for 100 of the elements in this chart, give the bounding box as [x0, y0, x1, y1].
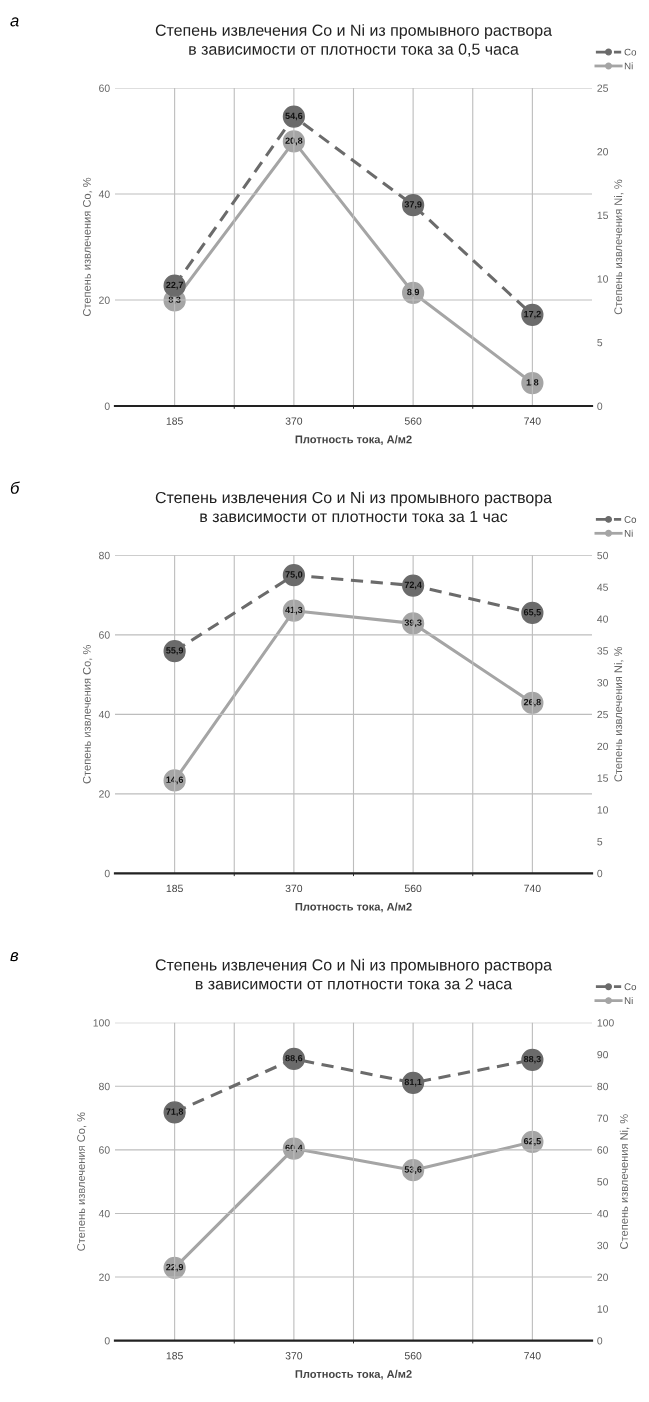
y-tick-label: 0 [104, 869, 110, 878]
legend-label: Ni [624, 529, 633, 537]
data-label: 1,8 [526, 379, 539, 387]
y-tick-label: 40 [98, 710, 110, 719]
y2-tick-label: 20 [597, 742, 609, 751]
data-label: 22,9 [166, 1263, 184, 1272]
y2-axis-title: Степень извлечения Ni, % [619, 1114, 630, 1249]
data-label: 81,1 [404, 1078, 422, 1087]
data-label: 41,3 [285, 606, 303, 615]
data-label: 55,9 [166, 647, 184, 655]
x-axis-title: Плотность тока, А/м2 [295, 902, 412, 913]
x-tick-label: 370 [285, 417, 303, 425]
legend-label: Ni [624, 996, 633, 1005]
y2-tick-label: 15 [597, 774, 609, 782]
y-tick-label: 20 [99, 296, 110, 304]
x-tick-label: 370 [285, 1352, 303, 1360]
data-label: 72,4 [404, 581, 422, 590]
y2-tick-label: 25 [597, 710, 609, 719]
y-axis-title: Степень извлечения Co, % [82, 177, 93, 317]
x-axis-title: Плотность тока, А/м2 [295, 435, 412, 445]
data-label: 17,2 [524, 310, 541, 319]
y-axis-title: Степень извлечения Co, % [77, 1112, 87, 1251]
y2-axis-title: Степень извлечения Ni, % [614, 646, 624, 782]
x-tick-label: 560 [404, 884, 422, 893]
chart-title: Степень извлечения Co и Ni из промывного раствора в зависимости от плотности тока за 0,5 часа [155, 24, 553, 57]
y2-tick-label: 0 [597, 869, 603, 878]
x-tick-label: 370 [285, 884, 303, 893]
y-tick-label: 100 [93, 1019, 110, 1027]
x-axis-title: Плотность тока, А/м2 [295, 1369, 412, 1380]
y2-tick-label: 50 [597, 1178, 609, 1186]
data-label: 22,7 [166, 281, 184, 290]
legend-label: Ni [624, 62, 633, 70]
data-label: 54,6 [285, 112, 303, 121]
legend-label: Co [624, 48, 637, 56]
y2-tick-label: 30 [597, 679, 609, 687]
y-tick-label: 60 [99, 1146, 110, 1154]
y2-tick-label: 40 [597, 615, 609, 623]
data-label: 37,9 [404, 201, 422, 209]
y-axis-title: Степень извлечения Co, % [82, 645, 93, 784]
y2-tick-label: 0 [597, 1337, 603, 1345]
y-tick-label: 40 [98, 1209, 110, 1218]
y2-tick-label: 35 [597, 647, 609, 655]
x-tick-label: 560 [404, 417, 422, 425]
legend-label: Co [624, 515, 637, 523]
chart-title: Степень извлечения Co и Ni из промывного раствора в зависимости от плотности тока за 2 часа [155, 958, 553, 990]
y2-tick-label: 20 [597, 1273, 609, 1281]
y2-tick-label: 10 [597, 1305, 609, 1313]
y-tick-label: 0 [104, 402, 110, 410]
x-tick-label: 740 [524, 1352, 541, 1360]
y2-tick-label: 70 [597, 1114, 609, 1122]
x-tick-label: 560 [404, 1352, 422, 1360]
data-label: 14,6 [166, 776, 184, 785]
text: а [10, 17, 19, 27]
data-label: 62,5 [523, 1137, 541, 1146]
y2-axis-title: Степень извлечения Ni, % [614, 179, 624, 315]
data-label: 53,6 [404, 1166, 422, 1174]
y2-tick-label: 0 [597, 402, 603, 410]
y-tick-label: 60 [99, 84, 110, 92]
y2-tick-label: 60 [597, 1146, 609, 1154]
data-label: 26,8 [523, 698, 541, 707]
data-label: 71,8 [166, 1108, 184, 1117]
chart-title: Степень извлечения Co и Ni из промывного раствора в зависимости от плотности тока за 1 час [155, 491, 553, 523]
y2-tick-label: 5 [597, 838, 603, 846]
text: в [10, 952, 19, 962]
data-label: 65,5 [523, 609, 541, 617]
data-label: 8,3 [168, 296, 181, 305]
legend-label: Co [624, 983, 637, 991]
data-label: 39,3 [404, 619, 422, 628]
y2-tick-label: 10 [597, 806, 609, 814]
y-tick-label: 40 [98, 190, 110, 198]
x-tick-label: 185 [166, 1352, 183, 1360]
y2-tick-label: 15 [597, 211, 609, 220]
y-tick-label: 80 [99, 1082, 110, 1091]
data-label: 8,9 [407, 288, 420, 297]
y2-tick-label: 20 [597, 148, 609, 156]
y-tick-label: 80 [99, 551, 110, 560]
y2-tick-label: 50 [597, 551, 609, 560]
x-tick-label: 740 [524, 417, 541, 425]
data-label: 60,4 [285, 1144, 303, 1153]
y2-tick-label: 100 [597, 1019, 614, 1027]
y2-tick-label: 10 [597, 275, 609, 283]
x-tick-label: 185 [166, 417, 183, 425]
y-tick-label: 0 [104, 1337, 110, 1345]
y-tick-label: 60 [99, 631, 110, 639]
data-label: 88,6 [285, 1054, 303, 1063]
data-label: 88,3 [523, 1055, 541, 1064]
x-tick-label: 740 [524, 884, 541, 893]
y2-tick-label: 25 [597, 84, 609, 92]
y2-tick-label: 80 [597, 1082, 609, 1091]
data-label: 75,0 [285, 571, 303, 579]
text: б [10, 481, 20, 494]
y-tick-label: 20 [99, 790, 110, 798]
y2-tick-label: 5 [597, 339, 603, 347]
y-tick-label: 20 [99, 1273, 110, 1281]
y2-tick-label: 40 [597, 1209, 609, 1218]
y2-tick-label: 90 [597, 1050, 609, 1059]
y2-tick-label: 45 [597, 583, 609, 592]
y2-tick-label: 30 [597, 1241, 609, 1250]
x-tick-label: 185 [166, 884, 183, 893]
data-label: 20,8 [285, 137, 303, 146]
